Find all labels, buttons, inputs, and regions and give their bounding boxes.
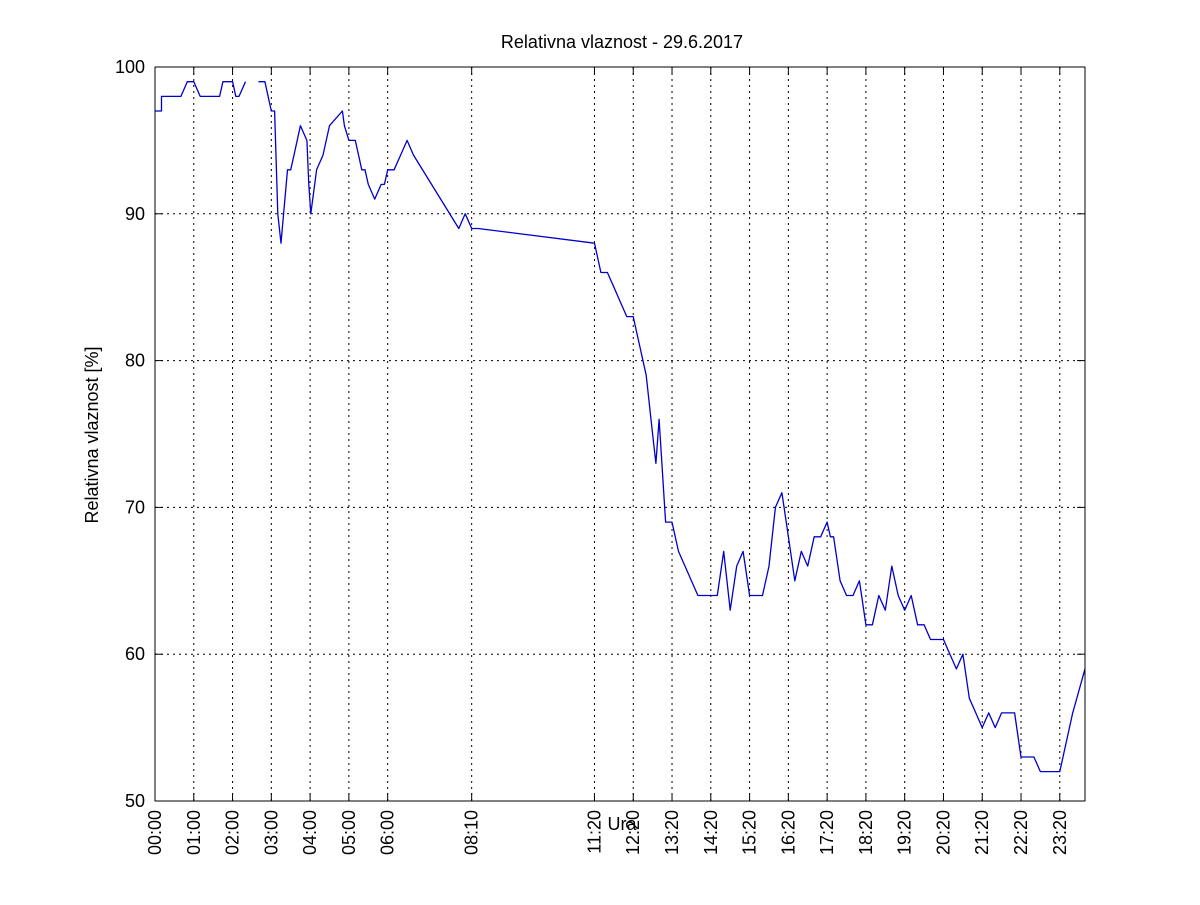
x-axis-label: Ura [607,814,637,834]
x-tick-label: 23:20 [1050,810,1070,855]
plot-frame [154,66,1086,802]
x-tick-label: 20:20 [933,810,953,855]
data-series [155,81,1086,773]
y-axis-label: Relativna vlaznost [%] [82,346,102,523]
series-line [155,81,247,112]
x-tick-label: 04:00 [300,810,320,855]
grid-lines [154,67,1085,801]
x-tick-label: 11:20 [584,810,604,854]
x-tick-label: 17:20 [817,810,837,855]
x-tick-label: 05:00 [339,810,359,855]
x-tick-label: 03:00 [261,810,281,855]
y-tick-label: 70 [125,497,145,517]
x-tick-label: 06:00 [378,810,398,855]
series-line [258,81,595,244]
y-tick-label: 50 [125,791,145,811]
y-tick-label: 100 [115,57,145,77]
x-tick-label: 21:20 [972,810,992,855]
x-tick-label: 16:20 [778,810,798,855]
x-tick-label: 00:00 [145,810,165,855]
series-line [593,243,1086,773]
x-tick-label: 02:00 [223,810,243,855]
x-tick-label: 01:00 [184,810,204,855]
x-tick-label: 13:20 [662,810,682,855]
y-axis-ticks: 50 60 70 80 90 100 [115,57,1085,811]
x-tick-label: 14:20 [701,810,721,855]
chart-title: Relativna vlaznost - 29.6.2017 [501,32,743,52]
x-tick-label: 22:20 [1011,810,1031,855]
x-axis-ticks: 00:00 01:00 02:00 03:00 04:00 05:00 06:00 08:10… [145,67,1070,855]
x-tick-label: 15:20 [740,810,760,855]
x-tick-label: 08:10 [462,810,482,855]
x-tick-label: 12:20 [623,810,643,855]
x-tick-label: 19:20 [895,810,915,855]
x-tick-label: 18:20 [856,810,876,855]
y-tick-label: 60 [125,644,145,664]
y-tick-label: 80 [125,351,145,371]
y-tick-label: 90 [125,204,145,224]
